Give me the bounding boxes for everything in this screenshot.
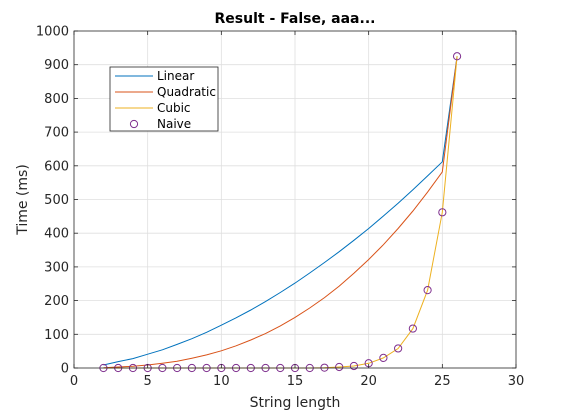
legend-swatch-naive [129, 119, 139, 129]
legend-label-naive: Naive [157, 117, 191, 131]
series-point-naive [394, 344, 403, 353]
series-point-naive [452, 52, 462, 61]
y-tick-label: 900 [44, 58, 69, 73]
x-tick-label: 25 [434, 374, 451, 389]
legend-box [109, 66, 219, 132]
legend: Linear Quadratic Cubic Naive [109, 66, 219, 132]
x-axis-label: String length [250, 395, 341, 411]
series-point-naive [379, 353, 388, 362]
legend-label-quadratic: Quadratic [157, 85, 216, 99]
x-tick-label: 15 [287, 374, 304, 389]
series-point-naive [349, 361, 359, 371]
y-tick-label: 800 [44, 92, 69, 107]
series-line-quadratic [103, 56, 458, 369]
y-tick-label: 0 [61, 362, 69, 377]
y-tick-label: 300 [44, 260, 69, 275]
legend-label-cubic: Cubic [157, 101, 191, 115]
ticks: 0 5 10 15 20 25 300100200300400500600700800900… [36, 25, 524, 390]
y-tick-label: 600 [44, 159, 69, 174]
x-tick-label: 10 [213, 374, 230, 389]
y-tick-label: 1000 [36, 25, 69, 40]
chart-title: Result - False, aaa... [215, 11, 376, 27]
x-tick-label: 0 [70, 374, 78, 389]
series-line-linear [103, 56, 458, 366]
y-tick-label: 200 [44, 294, 69, 309]
x-tick-label: 20 [360, 374, 377, 389]
series-point-naive [423, 286, 432, 295]
series-point-naive [408, 324, 417, 333]
series-point-naive [335, 362, 344, 372]
legend-label-linear: Linear [157, 69, 194, 83]
y-tick-label: 100 [44, 328, 69, 343]
y-tick-label: 700 [44, 126, 69, 141]
y-tick-label: 400 [44, 227, 69, 242]
x-tick-label: 5 [144, 374, 152, 389]
x-tick-label: 30 [508, 374, 525, 389]
series-point-naive [438, 208, 447, 217]
y-axis-label: Time (ms) [15, 164, 31, 236]
y-tick-label: 500 [44, 193, 69, 208]
